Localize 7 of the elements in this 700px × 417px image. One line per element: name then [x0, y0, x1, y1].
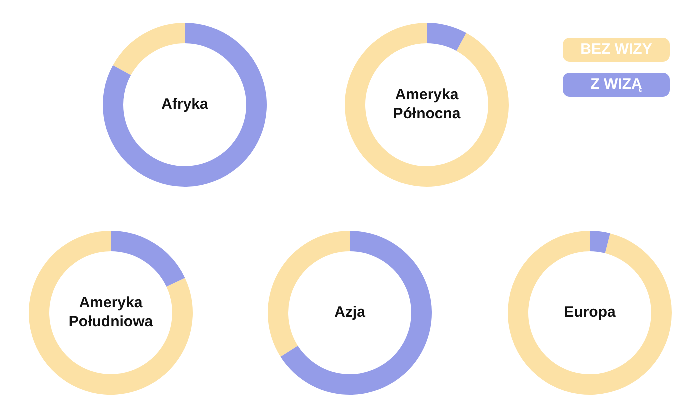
text: Afryka: [162, 96, 209, 114]
text: Azja: [334, 304, 366, 322]
legend-label: BEZ WIZY: [580, 38, 652, 62]
text: Ameryka Południowa: [68, 294, 154, 331]
legend-label: Z WIZĄ: [590, 73, 642, 97]
text: Ameryka Północna: [393, 86, 462, 123]
text: Europa: [564, 304, 616, 322]
